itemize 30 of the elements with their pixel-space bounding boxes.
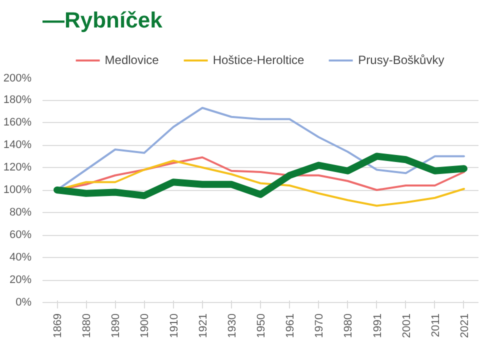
x-tick-label: 1950: [256, 313, 268, 338]
y-tick-label: 80%: [9, 206, 32, 218]
x-tick-label: 1961: [284, 313, 297, 338]
x-tick-label: 1930: [226, 313, 238, 338]
x-tick-label: 2011: [430, 314, 442, 338]
x-tick-label: 1890: [110, 313, 122, 338]
legend-label: Hoštice-Heroltice: [212, 53, 304, 67]
y-tick-label: 140%: [3, 139, 32, 151]
x-tick-label: 1991: [372, 313, 384, 338]
y-tick-label: 100%: [3, 184, 32, 196]
y-tick-label: 180%: [3, 94, 32, 106]
x-tick-label: 1910: [168, 313, 180, 338]
y-tick-label: 60%: [9, 229, 32, 241]
x-tick-label: 1880: [81, 313, 94, 338]
x-tick-label: 1970: [314, 313, 326, 338]
y-tick-label: 40%: [9, 252, 32, 264]
x-tick-label: 1921: [197, 313, 210, 338]
x-tick-label: 1980: [342, 313, 355, 338]
legend-label: Medlovice: [104, 53, 159, 67]
y-tick-label: 120%: [3, 162, 32, 174]
x-tick-label: 2021: [458, 313, 471, 338]
y-tick-label: 200%: [3, 72, 32, 84]
y-tick-label: 20%: [9, 274, 32, 286]
legend-label: Prusy-Boškůvky: [358, 53, 444, 67]
y-tick-label: 160%: [3, 116, 32, 128]
x-tick-label: 1900: [139, 313, 152, 338]
x-tick-label: 1869: [52, 313, 64, 338]
y-tick-label: 0%: [16, 296, 32, 308]
x-tick-label: 2001: [400, 313, 413, 338]
chart-title: —Rybníček: [42, 8, 164, 32]
